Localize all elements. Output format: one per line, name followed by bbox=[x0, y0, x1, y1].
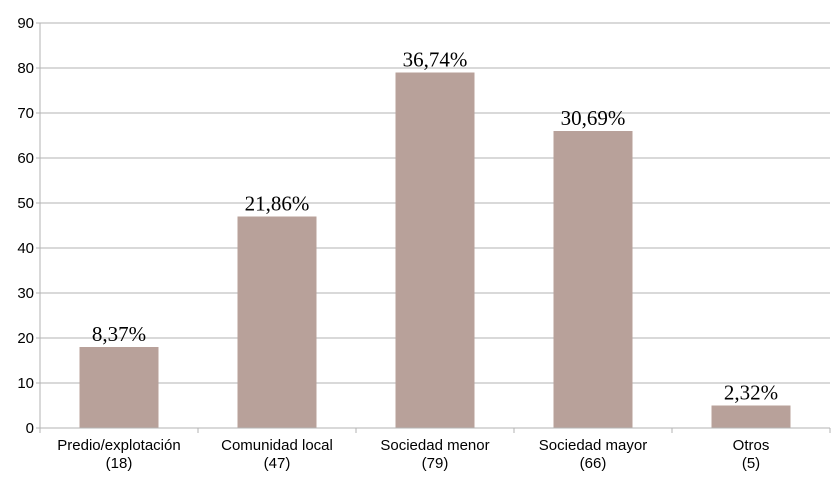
data-annotation: 30,69% bbox=[561, 106, 626, 130]
data-annotation: 21,86% bbox=[245, 192, 310, 216]
x-tick-label: Predio/explotación (18) bbox=[57, 437, 180, 472]
y-tick-label: 40 bbox=[17, 240, 34, 257]
x-tick-label-line: (18) bbox=[106, 455, 133, 472]
x-tick-label: Comunidad local (47) bbox=[221, 437, 333, 472]
bar bbox=[553, 131, 633, 428]
y-tick-label: 30 bbox=[17, 285, 34, 302]
y-tick-label: 20 bbox=[17, 330, 34, 347]
bar bbox=[237, 216, 317, 428]
x-tick-label: Sociedad mayor (66) bbox=[539, 437, 647, 472]
x-tick-label: Sociedad menor (79) bbox=[380, 437, 489, 472]
x-tick-label-line: Sociedad mayor bbox=[539, 437, 647, 454]
x-tick-label-line: Comunidad local bbox=[221, 437, 333, 454]
data-annotation: 2,32% bbox=[724, 381, 778, 405]
y-tick-label: 10 bbox=[17, 375, 34, 392]
y-tick-label: 80 bbox=[17, 60, 34, 77]
y-tick-label: 90 bbox=[17, 15, 34, 32]
x-tick-label: Otros (5) bbox=[733, 437, 770, 472]
bar bbox=[395, 72, 475, 428]
bar bbox=[711, 405, 791, 428]
x-tick-label-line: (5) bbox=[742, 455, 760, 472]
y-tick-label: 50 bbox=[17, 195, 34, 212]
data-annotation: 8,37% bbox=[92, 322, 146, 346]
data-annotation: 36,74% bbox=[403, 48, 468, 72]
x-tick-label-line: Sociedad menor bbox=[380, 437, 489, 454]
bar bbox=[79, 347, 159, 428]
x-tick-label-line: (47) bbox=[264, 455, 291, 472]
y-tick-label: 0 bbox=[26, 420, 34, 437]
x-tick-label-line: Predio/explotación bbox=[57, 437, 180, 454]
y-tick-label: 70 bbox=[17, 105, 34, 122]
x-tick-label-line: (79) bbox=[422, 455, 449, 472]
y-tick-label: 60 bbox=[17, 150, 34, 167]
x-tick-label-line: Otros bbox=[733, 437, 770, 454]
x-tick-label-line: (66) bbox=[580, 455, 607, 472]
